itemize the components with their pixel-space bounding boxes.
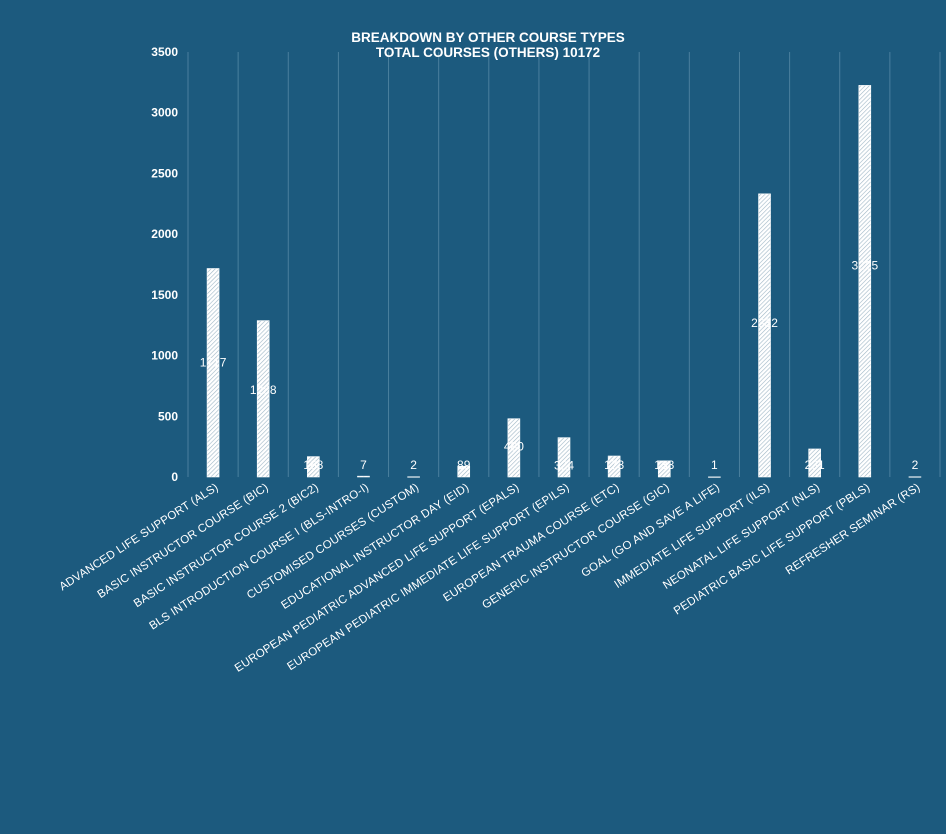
y-tick-label: 0 <box>171 470 178 484</box>
bar <box>457 465 471 478</box>
data-label: 231 <box>805 458 825 472</box>
bar <box>908 476 922 478</box>
data-label: 2332 <box>751 316 778 330</box>
grid-layer <box>187 52 941 477</box>
x-axis: ADVANCED LIFE SUPPORT (ALS)BASIC INSTRUC… <box>57 481 922 674</box>
data-label: 1288 <box>250 383 277 397</box>
data-label: 2 <box>410 458 417 472</box>
data-label: 324 <box>554 459 574 473</box>
data-label: 173 <box>604 458 624 472</box>
bar <box>808 448 821 478</box>
y-tick-label: 2000 <box>151 227 178 241</box>
data-label: 1717 <box>200 355 227 369</box>
data-label: 89 <box>457 458 471 472</box>
data-label: 2 <box>912 458 919 472</box>
y-tick-label: 1000 <box>151 349 178 363</box>
x-tick-label: EDUCATIONAL INSTRUCTOR DAY (EID) <box>279 481 471 611</box>
bar <box>858 85 872 478</box>
data-label: 480 <box>504 440 524 454</box>
bar <box>557 437 571 478</box>
chart-subtitle: TOTAL COURSES (OTHERS) 10172 <box>376 45 600 60</box>
bar <box>507 418 521 478</box>
bar <box>307 456 320 478</box>
x-tick-label: BASIC INSTRUCTOR COURSE 2 (BIC2) <box>132 481 321 610</box>
bar <box>407 476 420 478</box>
bar <box>256 320 270 478</box>
data-label: 1 <box>711 458 718 472</box>
y-axis: 0 500 1000 1500 2000 2500 3000 3500 <box>151 45 178 484</box>
data-label: 133 <box>654 458 674 472</box>
y-tick-label: 3500 <box>151 45 178 59</box>
data-label: 7 <box>360 458 367 472</box>
x-tick-label: EUROPEAN TRAUMA COURSE (ETC) <box>441 481 621 604</box>
bar <box>607 455 621 478</box>
bar <box>758 193 771 478</box>
y-tick-label: 1500 <box>151 288 178 302</box>
y-tick-label: 500 <box>158 409 178 423</box>
chart-title: BREAKDOWN BY OTHER COURSE TYPES <box>351 30 625 45</box>
bar <box>657 460 671 478</box>
y-tick-label: 3000 <box>151 106 178 120</box>
bar <box>206 268 220 478</box>
y-tick-label: 2500 <box>151 166 178 180</box>
data-label: 3225 <box>851 258 878 272</box>
data-label: 168 <box>303 458 323 472</box>
x-tick-label: GENERIC INSTRUCTOR COURSE (GIC) <box>480 481 672 611</box>
bar <box>357 475 370 478</box>
bar <box>708 476 721 478</box>
data-labels: 1717 1288 168 7 2 89 480 324 173 133 1 2332 231 3225 2 <box>200 258 919 472</box>
bar-layer <box>206 85 922 478</box>
